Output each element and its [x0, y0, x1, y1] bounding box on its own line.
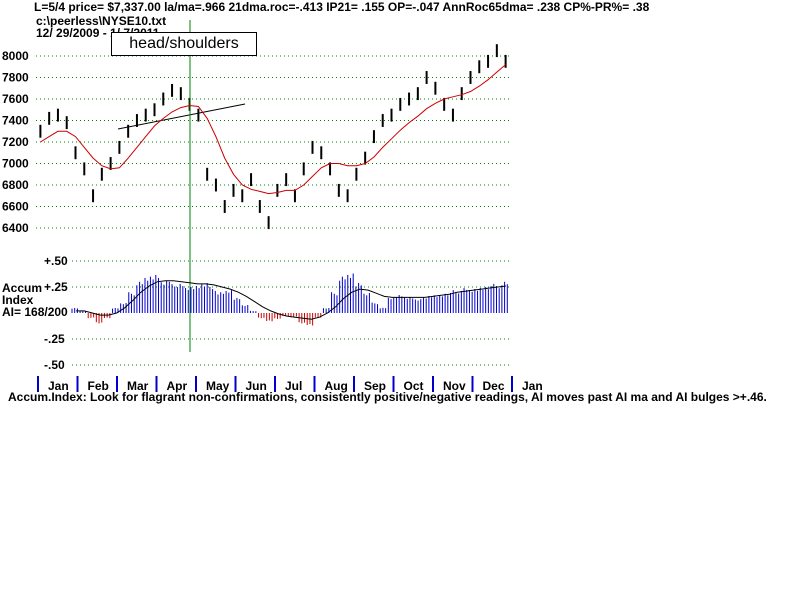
ai-label-accum: Accum — [2, 281, 42, 295]
month-label: Mar — [127, 379, 149, 393]
month-label: Jan — [522, 379, 543, 393]
neckline-trendline — [117, 103, 246, 130]
price-gridlines — [36, 55, 510, 229]
month-label: Aug — [325, 379, 348, 393]
ai-label-index: Index — [2, 293, 34, 307]
ai-ma-line — [76, 280, 506, 320]
price-y-axis: 8000 7800 7600 7400 7200 7000 6800 6600 6400 — [2, 49, 29, 235]
month-label: Feb — [88, 379, 109, 393]
price-tick-label: 7000 — [2, 157, 29, 171]
month-label: Nov — [443, 379, 466, 393]
price-tick-label: 7200 — [2, 135, 29, 149]
ai-y-axis: +.50 +.25 -.25 -.50 — [44, 254, 68, 372]
month-label: Apr — [167, 379, 188, 393]
month-label: Jun — [246, 379, 267, 393]
ai-tick-label: +.25 — [44, 280, 68, 294]
price-tick-label: 6400 — [2, 221, 29, 235]
price-tick-label: 7400 — [2, 114, 29, 128]
month-label: Sep — [364, 379, 386, 393]
stats-header: L=5/4 price= $7,337.00 la/ma=.966 21dma.… — [34, 0, 650, 14]
ai-tick-label: -.25 — [44, 332, 65, 346]
price-tick-label: 8000 — [2, 49, 29, 63]
month-label: Dec — [483, 379, 505, 393]
head-shoulders-annotation: head/shoulders — [111, 32, 257, 56]
moving-average-line — [40, 64, 506, 195]
month-label: Oct — [404, 379, 424, 393]
month-label: Jan — [48, 379, 69, 393]
price-series — [39, 44, 507, 230]
ai-bars — [71, 273, 508, 326]
month-label: Jul — [285, 379, 302, 393]
price-tick-label: 6800 — [2, 178, 29, 192]
ai-count: AI= 168/200 — [2, 305, 68, 319]
month-axis: Jan Feb Mar Apr May Jun Jul Aug Sep Oct Nov Dec Jan — [37, 376, 543, 393]
ai-tick-label: -.50 — [44, 358, 65, 372]
footer-note: Accum.Index: Look for flagrant non-confi… — [8, 390, 767, 404]
price-tick-label: 6600 — [2, 200, 29, 214]
ai-tick-label: +.50 — [44, 254, 68, 268]
price-tick-label: 7600 — [2, 92, 29, 106]
file-path: c:\peerless\NYSE10.txt — [36, 14, 167, 28]
month-label: May — [206, 379, 230, 393]
price-tick-label: 7800 — [2, 71, 29, 85]
